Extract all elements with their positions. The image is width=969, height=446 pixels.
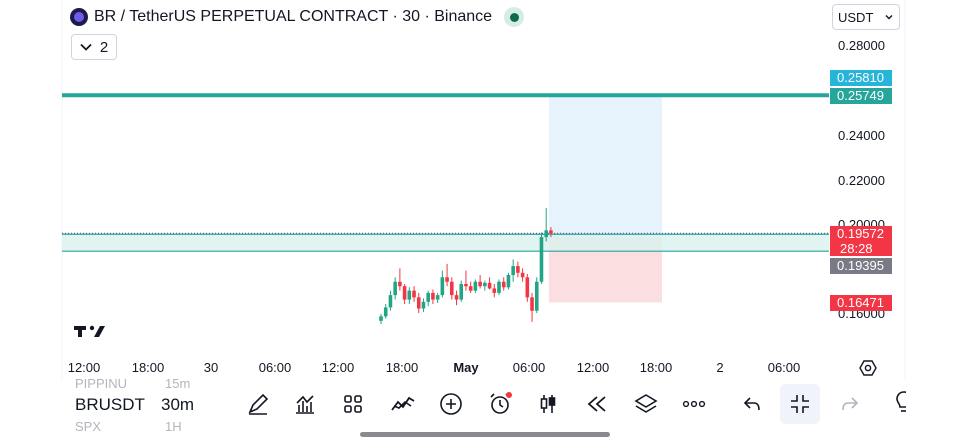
watchlist-ghost-interval: 15m <box>165 376 191 391</box>
chart-title-bar[interactable]: BR / TetherUS PERPETUAL CONTRACT · 30 · … <box>70 6 525 28</box>
entry-zone-band[interactable] <box>62 233 829 252</box>
interval-button[interactable]: 30m <box>161 395 195 414</box>
redo-icon[interactable] <box>835 389 865 419</box>
candle-body <box>383 307 388 317</box>
last-price-label: 0.19572 28:28 <box>830 226 892 256</box>
plus-icon[interactable] <box>436 389 466 419</box>
market-status-icon[interactable] <box>504 7 525 27</box>
time-tick: 2 <box>716 360 724 375</box>
replay-icon[interactable] <box>582 389 612 419</box>
layers-icon[interactable] <box>631 389 661 419</box>
symbol-button[interactable]: BRUSDT <box>75 395 145 414</box>
indicator-collapse-button[interactable]: 2 <box>71 34 117 60</box>
watchlist-ghost-interval: 1H <box>165 419 182 434</box>
home-indicator[interactable] <box>360 432 610 437</box>
candle-body <box>393 281 397 296</box>
candle-body <box>525 277 530 298</box>
candle-body <box>497 281 501 293</box>
candle-body <box>492 288 497 293</box>
candle-body <box>412 290 416 298</box>
lightbulb-icon[interactable] <box>892 389 906 419</box>
time-tick: 30 <box>203 360 219 375</box>
time-tick: 12:00 <box>576 360 610 375</box>
price-tick: 0.24000 <box>838 128 885 143</box>
time-tick: 12:00 <box>67 360 101 375</box>
time-tick: 06:00 <box>258 360 292 375</box>
time-tick-month: May <box>453 360 479 375</box>
candles-icon[interactable] <box>533 389 563 419</box>
chart-title: BR / TetherUS PERPETUAL CONTRACT · 30 · … <box>94 8 493 25</box>
bar-countdown: 28:28 <box>840 241 873 256</box>
target-price-label[interactable]: 0.25749 <box>830 88 892 104</box>
time-tick: 06:00 <box>767 360 801 375</box>
candle-body <box>454 295 459 300</box>
candle-body <box>539 237 544 282</box>
time-tick: 06:00 <box>512 360 546 375</box>
candle-body <box>407 290 412 300</box>
symbol-logo-icon <box>70 8 88 26</box>
candle-body <box>520 272 525 278</box>
grid-icon[interactable] <box>338 389 368 419</box>
candle-body <box>445 277 449 282</box>
candle-body <box>534 281 539 311</box>
last-price-value: 0.19572 <box>837 226 884 241</box>
candle-body <box>398 281 402 287</box>
indicators-icon[interactable] <box>290 389 320 419</box>
chart-settings-icon[interactable] <box>859 359 877 377</box>
candle-body <box>402 286 407 300</box>
chevron-down-icon <box>885 15 893 20</box>
time-tick: 18:00 <box>131 360 165 375</box>
time-tick: 12:00 <box>321 360 355 375</box>
time-tick: 18:00 <box>639 360 673 375</box>
candle-body <box>511 266 515 276</box>
indicator-count: 2 <box>99 38 109 56</box>
candle-body <box>440 277 445 296</box>
alarm-icon[interactable] <box>485 389 515 419</box>
candle-body <box>459 283 464 300</box>
candle-body <box>435 295 440 300</box>
position-profit-zone[interactable] <box>548 95 662 238</box>
currency-value: USDT <box>838 9 874 25</box>
candle-body <box>473 281 478 291</box>
candle-body <box>416 297 421 309</box>
candle-body <box>487 282 492 289</box>
watchlist-ghost-symbol: PIPPINU <box>75 376 128 391</box>
entry-price-label[interactable]: 0.19395 <box>830 258 892 274</box>
price-tick: 0.28000 <box>838 38 885 53</box>
candlestick-series <box>379 208 553 325</box>
candle-body <box>549 230 553 234</box>
chevron-down-icon <box>80 43 92 51</box>
candle-body <box>483 282 487 287</box>
candle-body <box>426 292 430 302</box>
candle-body <box>450 281 454 296</box>
minimize-icon[interactable] <box>780 384 820 424</box>
candle-body <box>501 281 506 288</box>
stop-price-label[interactable]: 0.16471 <box>830 295 892 311</box>
upper-line-price-label[interactable]: 0.25810 <box>830 70 892 86</box>
currency-select[interactable]: USDT <box>832 4 900 30</box>
candle-body <box>464 283 468 287</box>
patterns-icon[interactable] <box>388 389 418 419</box>
time-tick: 18:00 <box>385 360 419 375</box>
price-tick: 0.22000 <box>838 173 885 188</box>
candle-body <box>468 286 473 291</box>
candle-body <box>379 316 383 321</box>
candle-body <box>544 230 548 238</box>
tradingview-logo <box>74 325 105 337</box>
more-icon[interactable] <box>679 389 709 419</box>
candle-body <box>421 301 426 309</box>
pencil-icon[interactable] <box>243 389 273 419</box>
candle-body <box>478 281 482 287</box>
undo-icon[interactable] <box>737 389 767 419</box>
candle-body <box>506 275 511 288</box>
candle-body <box>431 292 435 300</box>
candle-body <box>388 295 393 308</box>
candle-body <box>516 266 520 273</box>
candle-body <box>530 297 534 311</box>
watchlist-ghost-symbol: SPX <box>75 419 102 434</box>
